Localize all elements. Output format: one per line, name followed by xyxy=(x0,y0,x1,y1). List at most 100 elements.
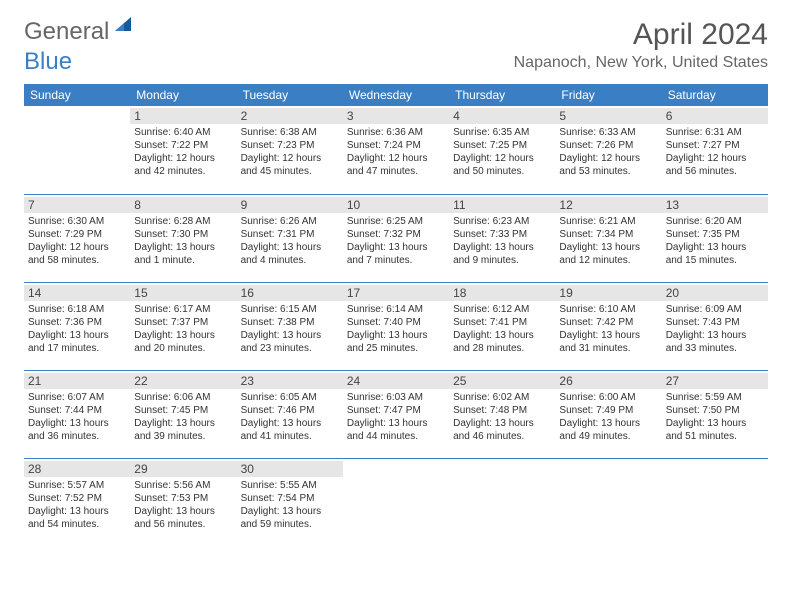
sunset-text: Sunset: 7:26 PM xyxy=(559,139,657,152)
day-number: 10 xyxy=(343,197,449,213)
daylight-text: and 28 minutes. xyxy=(453,342,551,355)
calendar-cell: 29Sunrise: 5:56 AMSunset: 7:53 PMDayligh… xyxy=(130,458,236,546)
sunset-text: Sunset: 7:22 PM xyxy=(134,139,232,152)
daylight-text: Daylight: 13 hours xyxy=(28,505,126,518)
daylight-text: and 54 minutes. xyxy=(28,518,126,531)
daylight-text: Daylight: 12 hours xyxy=(666,152,764,165)
sunset-text: Sunset: 7:44 PM xyxy=(28,404,126,417)
daylight-text: Daylight: 13 hours xyxy=(134,505,232,518)
calendar-cell: 27Sunrise: 5:59 AMSunset: 7:50 PMDayligh… xyxy=(662,370,768,458)
daylight-text: and 15 minutes. xyxy=(666,254,764,267)
sunset-text: Sunset: 7:47 PM xyxy=(347,404,445,417)
daylight-text: Daylight: 13 hours xyxy=(559,241,657,254)
daylight-text: Daylight: 13 hours xyxy=(559,417,657,430)
sunrise-text: Sunrise: 6:14 AM xyxy=(347,303,445,316)
sunrise-text: Sunrise: 6:02 AM xyxy=(453,391,551,404)
daylight-text: Daylight: 13 hours xyxy=(134,329,232,342)
calendar-head: SundayMondayTuesdayWednesdayThursdayFrid… xyxy=(24,84,768,106)
calendar-cell: 26Sunrise: 6:00 AMSunset: 7:49 PMDayligh… xyxy=(555,370,661,458)
day-number: 8 xyxy=(130,197,236,213)
sunrise-text: Sunrise: 6:09 AM xyxy=(666,303,764,316)
sunrise-text: Sunrise: 6:33 AM xyxy=(559,126,657,139)
day-number: 4 xyxy=(449,108,555,124)
logo-word2: Blue xyxy=(24,48,72,75)
sunrise-text: Sunrise: 5:55 AM xyxy=(241,479,339,492)
sunset-text: Sunset: 7:43 PM xyxy=(666,316,764,329)
sunset-text: Sunset: 7:34 PM xyxy=(559,228,657,241)
daylight-text: and 39 minutes. xyxy=(134,430,232,443)
calendar-cell: 14Sunrise: 6:18 AMSunset: 7:36 PMDayligh… xyxy=(24,282,130,370)
daylight-text: and 33 minutes. xyxy=(666,342,764,355)
sunrise-text: Sunrise: 6:21 AM xyxy=(559,215,657,228)
daylight-text: Daylight: 12 hours xyxy=(134,152,232,165)
sunset-text: Sunset: 7:33 PM xyxy=(453,228,551,241)
sunrise-text: Sunrise: 5:56 AM xyxy=(134,479,232,492)
calendar-cell: 24Sunrise: 6:03 AMSunset: 7:47 PMDayligh… xyxy=(343,370,449,458)
sunset-text: Sunset: 7:29 PM xyxy=(28,228,126,241)
calendar-cell: 25Sunrise: 6:02 AMSunset: 7:48 PMDayligh… xyxy=(449,370,555,458)
daylight-text: Daylight: 12 hours xyxy=(559,152,657,165)
daylight-text: Daylight: 13 hours xyxy=(453,329,551,342)
calendar-cell: 28Sunrise: 5:57 AMSunset: 7:52 PMDayligh… xyxy=(24,458,130,546)
calendar-cell: 2Sunrise: 6:38 AMSunset: 7:23 PMDaylight… xyxy=(237,106,343,194)
sunrise-text: Sunrise: 6:31 AM xyxy=(666,126,764,139)
calendar-cell: 12Sunrise: 6:21 AMSunset: 7:34 PMDayligh… xyxy=(555,194,661,282)
day-number: 3 xyxy=(343,108,449,124)
sunrise-text: Sunrise: 6:28 AM xyxy=(134,215,232,228)
daylight-text: Daylight: 13 hours xyxy=(347,329,445,342)
daylight-text: Daylight: 13 hours xyxy=(134,241,232,254)
daylight-text: and 44 minutes. xyxy=(347,430,445,443)
sunset-text: Sunset: 7:23 PM xyxy=(241,139,339,152)
daylight-text: and 53 minutes. xyxy=(559,165,657,178)
sunset-text: Sunset: 7:53 PM xyxy=(134,492,232,505)
calendar-cell: 19Sunrise: 6:10 AMSunset: 7:42 PMDayligh… xyxy=(555,282,661,370)
sunset-text: Sunset: 7:36 PM xyxy=(28,316,126,329)
daylight-text: and 42 minutes. xyxy=(134,165,232,178)
calendar-cell: 17Sunrise: 6:14 AMSunset: 7:40 PMDayligh… xyxy=(343,282,449,370)
daylight-text: Daylight: 13 hours xyxy=(347,241,445,254)
sunrise-text: Sunrise: 5:57 AM xyxy=(28,479,126,492)
calendar-row: 28Sunrise: 5:57 AMSunset: 7:52 PMDayligh… xyxy=(24,458,768,546)
sunrise-text: Sunrise: 6:36 AM xyxy=(347,126,445,139)
sunrise-text: Sunrise: 6:30 AM xyxy=(28,215,126,228)
sunset-text: Sunset: 7:31 PM xyxy=(241,228,339,241)
calendar-cell: 11Sunrise: 6:23 AMSunset: 7:33 PMDayligh… xyxy=(449,194,555,282)
sunset-text: Sunset: 7:30 PM xyxy=(134,228,232,241)
logo-sail-icon xyxy=(113,13,135,40)
sunset-text: Sunset: 7:38 PM xyxy=(241,316,339,329)
daylight-text: and 36 minutes. xyxy=(28,430,126,443)
daylight-text: Daylight: 12 hours xyxy=(28,241,126,254)
calendar-cell xyxy=(662,458,768,546)
calendar-cell xyxy=(343,458,449,546)
daylight-text: Daylight: 13 hours xyxy=(241,241,339,254)
sunrise-text: Sunrise: 6:06 AM xyxy=(134,391,232,404)
daylight-text: and 17 minutes. xyxy=(28,342,126,355)
calendar-cell: 6Sunrise: 6:31 AMSunset: 7:27 PMDaylight… xyxy=(662,106,768,194)
daylight-text: Daylight: 13 hours xyxy=(28,417,126,430)
sunrise-text: Sunrise: 6:12 AM xyxy=(453,303,551,316)
sunset-text: Sunset: 7:32 PM xyxy=(347,228,445,241)
daylight-text: and 59 minutes. xyxy=(241,518,339,531)
daylight-text: and 49 minutes. xyxy=(559,430,657,443)
sunrise-text: Sunrise: 6:25 AM xyxy=(347,215,445,228)
sunrise-text: Sunrise: 6:10 AM xyxy=(559,303,657,316)
daylight-text: Daylight: 12 hours xyxy=(453,152,551,165)
day-header: Tuesday xyxy=(237,84,343,106)
sunset-text: Sunset: 7:35 PM xyxy=(666,228,764,241)
sunrise-text: Sunrise: 6:35 AM xyxy=(453,126,551,139)
day-header: Wednesday xyxy=(343,84,449,106)
day-number: 16 xyxy=(237,285,343,301)
day-number: 7 xyxy=(24,197,130,213)
calendar-cell: 4Sunrise: 6:35 AMSunset: 7:25 PMDaylight… xyxy=(449,106,555,194)
daylight-text: Daylight: 13 hours xyxy=(28,329,126,342)
day-number: 9 xyxy=(237,197,343,213)
day-number: 21 xyxy=(24,373,130,389)
daylight-text: and 25 minutes. xyxy=(347,342,445,355)
calendar-cell: 7 Sunrise: 6:30 AMSunset: 7:29 PMDaylight… xyxy=(24,194,130,282)
day-number: 13 xyxy=(662,197,768,213)
sunrise-text: Sunrise: 6:26 AM xyxy=(241,215,339,228)
daylight-text: and 41 minutes. xyxy=(241,430,339,443)
day-header: Saturday xyxy=(662,84,768,106)
daylight-text: and 56 minutes. xyxy=(666,165,764,178)
calendar-row: 1Sunrise: 6:40 AMSunset: 7:22 PMDaylight… xyxy=(24,106,768,194)
